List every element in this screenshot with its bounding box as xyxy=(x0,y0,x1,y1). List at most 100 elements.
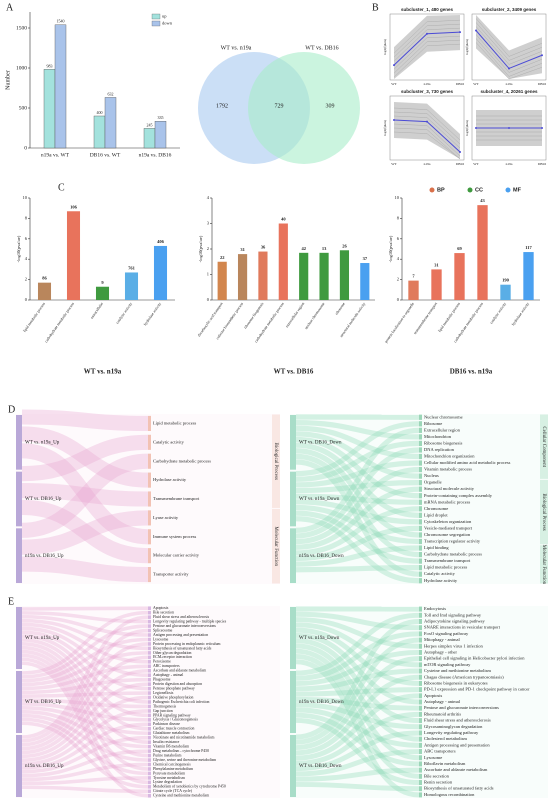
sankey-source-node xyxy=(290,735,296,797)
sankey-link xyxy=(295,466,420,545)
sankey-item-label: Herpes simplex virus 1 infection xyxy=(424,643,483,648)
gene-trace xyxy=(393,123,461,157)
sankey-item-node xyxy=(419,767,422,773)
sankey-item-node xyxy=(419,460,422,466)
sankey-link xyxy=(295,440,420,482)
sankey-item-node xyxy=(419,506,422,512)
sankey-link xyxy=(295,499,420,525)
sankey-link xyxy=(295,545,420,567)
sankey-link xyxy=(295,565,420,573)
sankey-source-node xyxy=(16,671,22,733)
sankey-item-label: Riboflavin metabolism xyxy=(424,761,466,766)
x-tick-label: n19a xyxy=(424,162,431,166)
sankey-group-label: Biological Process xyxy=(541,493,546,530)
sankey-link xyxy=(295,749,420,777)
y-axis-label: -log10(pvalue) xyxy=(16,235,21,262)
sankey-item-label: Vesicle-mediated transport xyxy=(424,525,473,530)
sankey-link xyxy=(295,622,420,668)
sankey-item-node xyxy=(419,571,422,577)
sankey-item-label: SNARE interactions in vesicular transpor… xyxy=(424,625,501,630)
sankey-link xyxy=(295,447,420,539)
y-axis-label: log2(fpkm) xyxy=(383,38,387,55)
sankey-item-label: Protein digestion and absorption xyxy=(153,682,202,686)
x-tick-label: catalytic activity xyxy=(489,302,507,325)
x-tick-label: n19a vs. WT xyxy=(41,152,70,158)
y-tick-label: 10 xyxy=(395,195,400,200)
sankey-link xyxy=(21,426,149,488)
sankey-group-node xyxy=(540,479,548,545)
y-axis-label: log2(fpkm) xyxy=(383,119,387,136)
sankey-item-node xyxy=(148,453,151,469)
sankey-link xyxy=(295,674,420,756)
sankey-item-node xyxy=(148,753,151,758)
sankey-link xyxy=(295,637,420,745)
sankey-link xyxy=(295,427,420,533)
gene-count: 42 xyxy=(301,246,306,251)
bar xyxy=(258,251,268,300)
sankey-item-label: Chemical carcinogenesis xyxy=(153,762,191,766)
sankey-item-label: Tyrosine metabolism xyxy=(153,776,185,780)
sankey-item-node xyxy=(419,447,422,453)
x-axis-label: WT vs. DB16 xyxy=(274,368,314,376)
sankey-item-node xyxy=(419,565,422,571)
sankey-item-label: Ascorbate and aldarate metabolism xyxy=(424,767,488,772)
sankey-item-label: Bile secretion xyxy=(153,611,174,615)
sankey-link xyxy=(295,516,420,584)
legend-label: BP xyxy=(437,187,445,193)
sankey-item-node xyxy=(148,434,151,450)
sankey-item-label: Phagosome xyxy=(153,678,171,682)
sankey-link xyxy=(295,431,420,479)
sankey-item-node xyxy=(148,415,151,431)
sankey-item-node xyxy=(148,691,151,695)
value-label: 983 xyxy=(47,63,53,68)
mean-point xyxy=(475,127,477,129)
sankey-source-label: WT vs. n19a_Down xyxy=(299,636,340,641)
sankey-item-label: Immune system process xyxy=(153,534,196,539)
sankey-item-label: mRNA metabolic process xyxy=(424,499,470,504)
sankey-link xyxy=(295,617,420,649)
mean-point xyxy=(541,127,543,129)
sankey-source-label: WT vs. DB16_Up xyxy=(25,497,62,502)
sankey-item-node xyxy=(419,761,422,767)
sankey-link xyxy=(21,653,149,771)
bar xyxy=(500,284,511,300)
sankey-link xyxy=(21,657,149,785)
sankey-item-label: Lysosome xyxy=(153,637,169,641)
sankey-item-label: Peroxisome xyxy=(153,660,171,664)
sankey-item-label: Phenylalanine metabolism xyxy=(153,767,193,771)
sankey-item-label: Mitophagy - animal xyxy=(424,637,460,642)
sankey-link xyxy=(21,622,149,664)
sankey-item-label: Protein-containing complex assembly xyxy=(424,493,493,498)
sankey-item-node xyxy=(419,440,422,447)
sankey-item-label: Chagas disease (American trypanosomiasis… xyxy=(424,674,504,679)
sankey-link xyxy=(295,696,420,711)
y-axis-label: log2(fpkm) xyxy=(465,38,469,55)
x-axis-label: WT vs. n19a xyxy=(84,368,122,376)
sankey-source-node xyxy=(290,415,296,470)
sankey-item-node xyxy=(419,736,422,742)
sankey-item-node xyxy=(148,646,151,651)
sankey-link xyxy=(295,649,420,687)
sankey-item-node xyxy=(419,656,422,662)
gene-trace xyxy=(475,18,543,57)
sankey-item-node xyxy=(148,695,151,700)
sankey-item-label: Toll and Imd signaling pathway xyxy=(424,612,482,617)
sankey-item-label: Molecular carrier activity xyxy=(153,553,200,558)
sankey-source-label: WT vs. n19a_Up xyxy=(25,440,60,445)
sankey-item-node xyxy=(148,762,151,767)
y-tick-label: 500 xyxy=(19,105,28,111)
sankey-item-label: Vitamin B6 metabolism xyxy=(153,745,189,749)
bar xyxy=(360,263,370,300)
sankey-link xyxy=(21,642,149,731)
sankey-item-node xyxy=(419,649,422,655)
sankey-item-node xyxy=(148,651,151,655)
legend-swatch xyxy=(151,13,161,20)
sankey-item-label: Nuclear chromosome xyxy=(424,414,463,419)
sankey-item-label: Biosynthesis of unsaturated fatty acids xyxy=(153,646,212,650)
y-tick-label: 4 xyxy=(207,195,210,200)
x-tick-label: lipid metabolic process xyxy=(23,301,47,333)
value-label: 632 xyxy=(108,91,114,96)
sankey-item-label: Pentose and glucuronate interconversions xyxy=(153,624,216,628)
sankey-item-node xyxy=(148,722,151,727)
sankey-item-label: Bile secretion xyxy=(424,773,450,778)
